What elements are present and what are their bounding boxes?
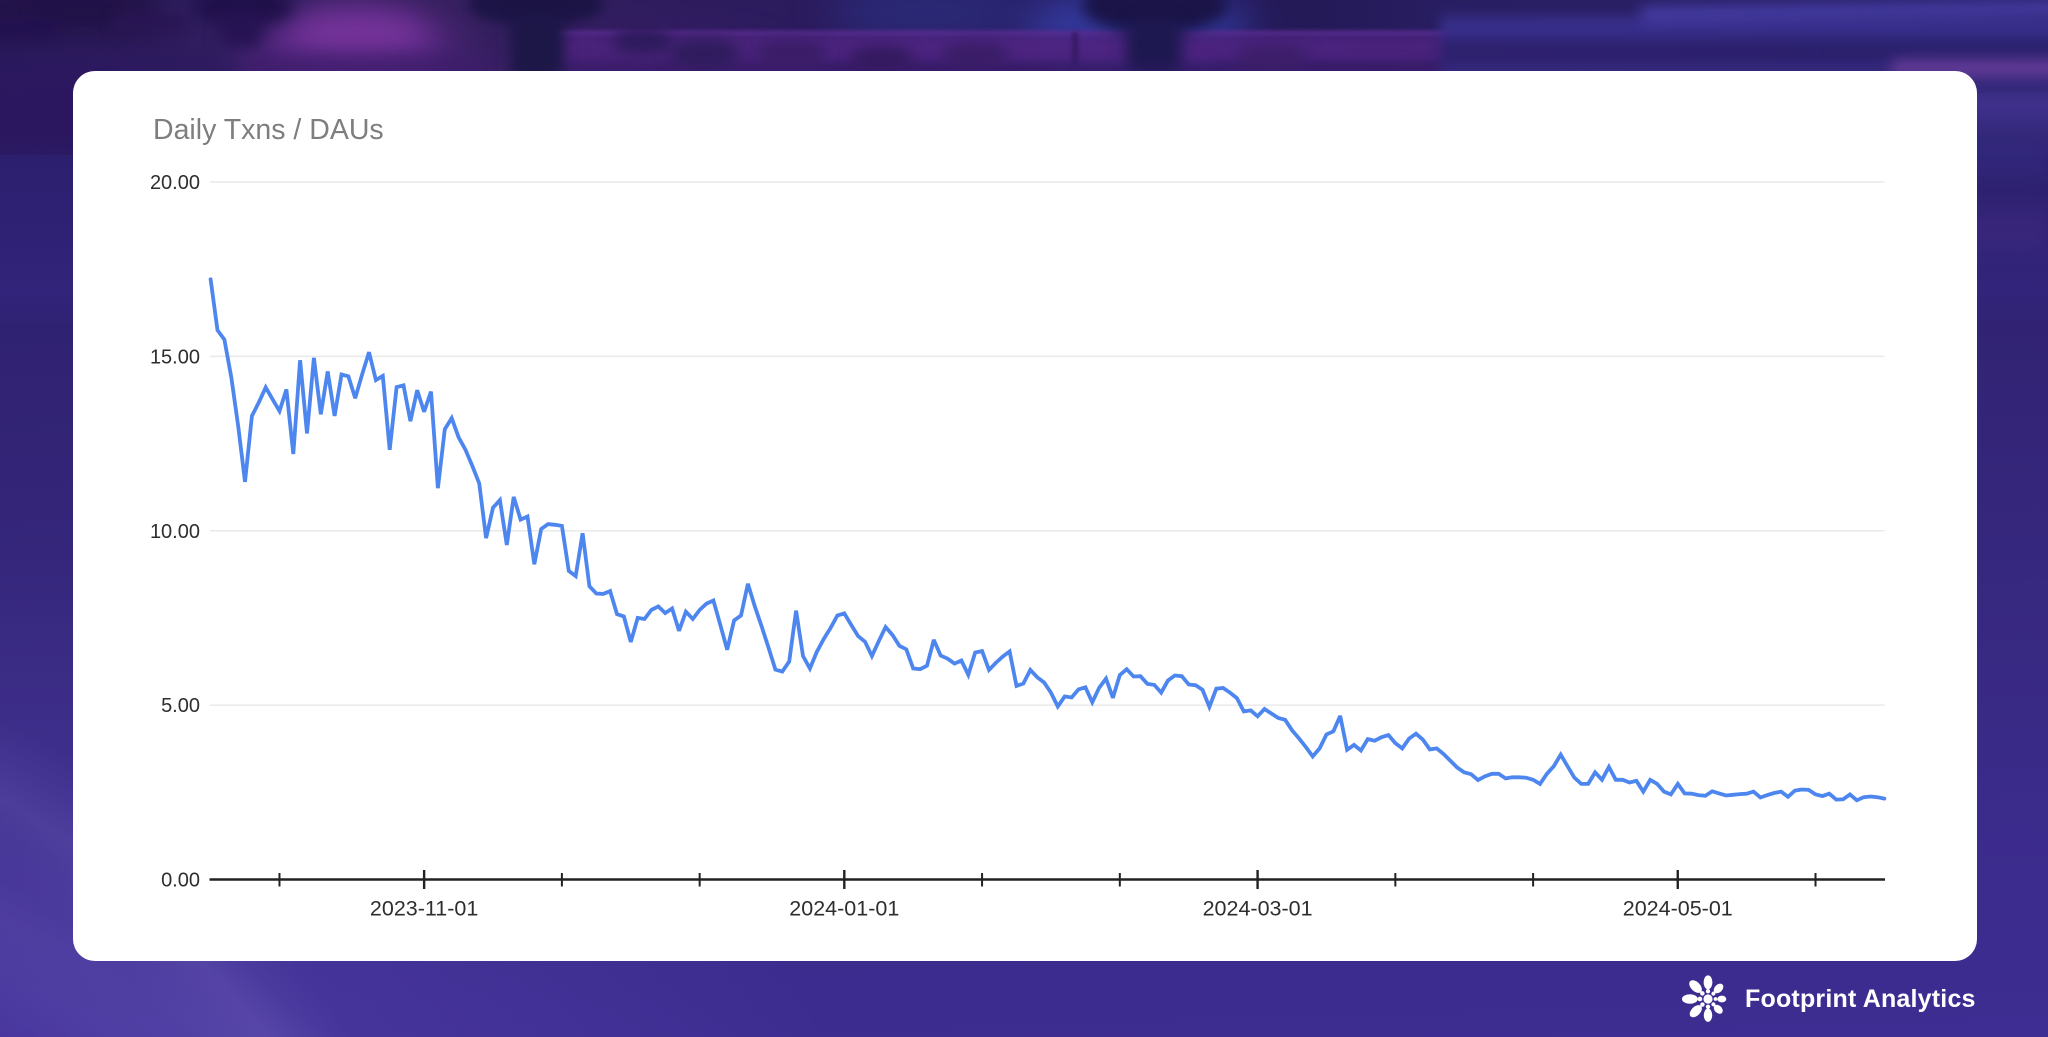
x-axis-label-2024-05-01: 2024-05-01 xyxy=(1623,897,1733,921)
y-axis-label-10.00: 10.00 xyxy=(150,521,200,543)
x-axis-label-2024-03-01: 2024-03-01 xyxy=(1203,897,1313,921)
y-axis-label-20.00: 20.00 xyxy=(150,172,200,194)
x-axis-label-2024-01-01: 2024-01-01 xyxy=(789,897,899,921)
x-axis-label-2023-11-01: 2023-11-01 xyxy=(370,897,478,921)
y-axis-label-15.00: 15.00 xyxy=(150,346,200,368)
y-axis-label-5.00: 5.00 xyxy=(161,695,200,717)
watermark: Footprint Analytics xyxy=(1682,972,1976,1026)
data-series-line xyxy=(208,277,1887,803)
watermark-label: Footprint Analytics xyxy=(1745,984,1976,1013)
chart-title: Daily Txns / DAUs xyxy=(153,114,384,146)
chart-card xyxy=(73,71,1977,961)
y-axis-label-0.00: 0.00 xyxy=(161,870,200,892)
footprint-flower-icon xyxy=(1682,975,1727,1022)
